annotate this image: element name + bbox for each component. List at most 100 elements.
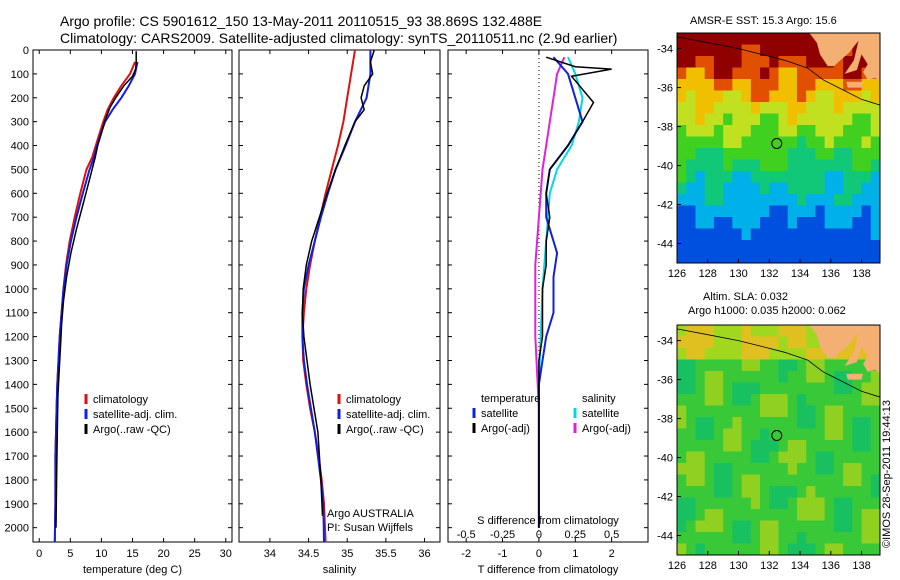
map-cell — [677, 182, 687, 195]
map-cell — [704, 371, 715, 384]
map-cell — [686, 509, 697, 522]
map-cell — [861, 113, 872, 126]
map-cell — [806, 428, 817, 441]
map-cell — [741, 382, 752, 395]
map-cell — [686, 205, 697, 218]
map-cell — [723, 251, 733, 263]
map-cell — [796, 336, 807, 349]
map-cell — [760, 79, 770, 92]
map-cell — [806, 463, 817, 476]
map-cell — [870, 102, 880, 115]
map-cell — [713, 217, 724, 230]
map-cell — [713, 125, 724, 138]
map-cell — [695, 251, 706, 263]
map-cell — [833, 136, 844, 149]
map-cell — [704, 182, 715, 195]
map-cell — [861, 451, 872, 464]
map-cell — [833, 520, 844, 533]
x-tick-label: 2 — [609, 548, 615, 560]
map-cell — [769, 359, 780, 372]
map-cell — [843, 440, 853, 453]
map-cell — [760, 228, 770, 241]
map-cell — [732, 325, 743, 338]
map-cell — [741, 428, 752, 441]
map-cell — [750, 125, 761, 138]
map-cell — [769, 67, 780, 80]
map-cell — [870, 90, 880, 103]
map-cell — [732, 497, 743, 510]
map-cell — [852, 382, 863, 395]
map-cell — [723, 90, 733, 103]
map-cell — [677, 348, 687, 361]
map-cell — [843, 125, 853, 138]
y-tick-label: 700 — [11, 212, 29, 224]
map-cell — [806, 348, 817, 361]
map-cell — [713, 44, 724, 57]
map-x-tick-label: 138 — [852, 268, 870, 280]
map-cell — [815, 79, 826, 92]
map-cell — [695, 428, 706, 441]
map-cell — [713, 67, 724, 80]
map-cell — [732, 474, 743, 487]
map-cell — [806, 148, 817, 161]
x-tick-label: 35.5 — [375, 548, 396, 560]
map-cell — [677, 532, 687, 545]
map-cell — [852, 113, 863, 126]
map-cell — [870, 228, 880, 241]
map-cell — [861, 251, 872, 263]
map-cell — [852, 509, 863, 522]
map-cell — [861, 240, 872, 253]
map-cell — [861, 148, 872, 161]
map-cell — [723, 113, 733, 126]
map-cell — [760, 217, 770, 230]
map-cell — [833, 205, 844, 218]
map-cell — [824, 148, 835, 161]
map-x-tick-label: 126 — [668, 560, 686, 572]
map-cell — [677, 382, 687, 395]
map-cell — [833, 217, 844, 230]
map-cell — [815, 451, 826, 464]
map-cell — [769, 251, 780, 263]
map-cell — [677, 228, 687, 241]
map-cell — [686, 56, 697, 69]
map-cell — [713, 463, 724, 476]
map-cell — [824, 509, 835, 522]
map-cell — [796, 405, 807, 418]
legend-label: Argo(..raw -QC) — [346, 424, 424, 436]
map-cell — [870, 463, 880, 476]
map-cell — [695, 113, 706, 126]
map-cell — [824, 486, 835, 499]
map-cell — [824, 451, 835, 464]
map-cell — [741, 205, 752, 218]
map-cell — [677, 194, 687, 207]
map-cell — [695, 136, 706, 149]
map-cell — [732, 67, 743, 80]
map-cell — [787, 463, 798, 476]
map-cell — [741, 497, 752, 510]
map-cell — [732, 440, 743, 453]
map-cell — [843, 148, 853, 161]
map-cell — [723, 205, 733, 218]
map-cell — [695, 474, 706, 487]
map-cell — [806, 67, 817, 80]
map-cell — [806, 217, 817, 230]
map-cell — [870, 532, 880, 545]
map-cell — [815, 182, 826, 195]
map-cell — [750, 228, 761, 241]
map-cell — [796, 474, 807, 487]
map-cell — [704, 325, 715, 338]
x-axis-label: T difference from climatology — [478, 564, 619, 576]
map-cell — [824, 136, 835, 149]
map-cell — [778, 336, 789, 349]
map-cell — [769, 325, 780, 338]
map-cell — [796, 240, 807, 253]
map-cell — [723, 125, 733, 138]
map-cell — [741, 509, 752, 522]
map-cell — [713, 102, 724, 115]
land-polygon — [809, 325, 880, 374]
map-cell — [870, 382, 880, 395]
legend-label: climatology — [93, 394, 149, 406]
map-cell — [796, 217, 807, 230]
map-cell — [843, 90, 853, 103]
map-cell — [815, 497, 826, 510]
